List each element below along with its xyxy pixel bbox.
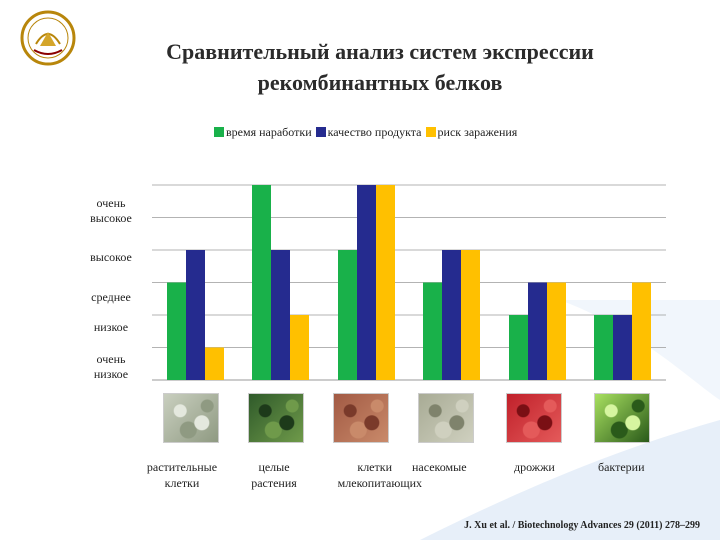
legend-label: время наработки: [226, 124, 312, 139]
y-label-part: очень: [96, 196, 126, 210]
legend-swatch-green: [214, 127, 224, 137]
bar-time-5: [594, 315, 613, 380]
legend-swatch-yellow: [425, 127, 436, 137]
y-label-part: высокое: [90, 211, 132, 225]
x-label-line: клетки: [164, 476, 200, 490]
bar-time-0: [167, 282, 186, 380]
y-label-very-high: очень высокое: [68, 196, 154, 226]
bar-risk-3: [461, 250, 480, 380]
bar-risk-1: [290, 315, 309, 380]
chart-legend: время наработки качество продукта риск з…: [214, 124, 521, 140]
y-label-low: низкое: [93, 320, 129, 334]
x-label-plant-cells: растительные клетки: [136, 459, 228, 491]
bar-quality-0: [186, 250, 205, 380]
x-label-insects: насекомые: [412, 460, 467, 474]
yeast-image: [506, 393, 562, 443]
legend-item-risk: риск заражения: [425, 124, 518, 140]
bar-quality-4: [528, 282, 547, 380]
bar-risk-4: [547, 282, 566, 380]
mammalian-cells-image: [333, 393, 389, 443]
bacteria-image: [594, 393, 650, 443]
university-logo: [20, 10, 76, 66]
bar-quality-2: [357, 185, 376, 380]
title-line-2: рекомбинантных белков: [257, 70, 503, 95]
y-label-medium: среднее: [91, 290, 131, 304]
x-label-line: клетки: [357, 460, 392, 474]
bar-quality-5: [613, 315, 632, 380]
bar-quality-3: [442, 250, 461, 380]
citation: J. Xu et al. / Biotechnology Advances 29…: [464, 520, 700, 531]
slide-title: Сравнительный анализ систем экспрессии р…: [100, 36, 660, 98]
legend-item-time: время наработки: [214, 125, 312, 140]
x-label-mammalian-cells: клетки млекопитающих: [312, 459, 422, 491]
legend-label: качество продукта: [327, 124, 422, 139]
x-label-line: млекопитающих: [337, 476, 422, 490]
x-label-yeast: дрожжи: [514, 460, 555, 474]
x-label-line: целые: [258, 460, 290, 474]
x-label-bacteria: бактерии: [598, 460, 645, 474]
y-label-high: высокое: [90, 250, 132, 264]
legend-label: риск заражения: [437, 124, 518, 139]
y-label-very-low: очень низкое: [68, 352, 154, 382]
x-label-line: растительные: [146, 460, 218, 474]
bar-time-1: [252, 185, 271, 380]
y-label-part: очень: [96, 352, 126, 366]
bar-quality-1: [271, 250, 290, 380]
title-line-1: Сравнительный анализ систем экспрессии: [166, 39, 594, 64]
whole-plants-image: [248, 393, 304, 443]
bar-risk-0: [205, 347, 224, 380]
bar-risk-5: [632, 282, 651, 380]
bar-time-4: [509, 315, 528, 380]
plant-cells-image: [163, 393, 219, 443]
x-label-whole-plants: целые растения: [248, 459, 300, 491]
legend-item-quality: качество продукта: [315, 124, 422, 140]
bar-risk-2: [376, 185, 395, 380]
bar-time-3: [423, 282, 442, 380]
insect-cells-image: [418, 393, 474, 443]
bar-time-2: [338, 250, 357, 380]
legend-swatch-navy: [315, 127, 326, 137]
x-label-line: растения: [251, 476, 297, 490]
y-label-part: низкое: [93, 367, 129, 381]
